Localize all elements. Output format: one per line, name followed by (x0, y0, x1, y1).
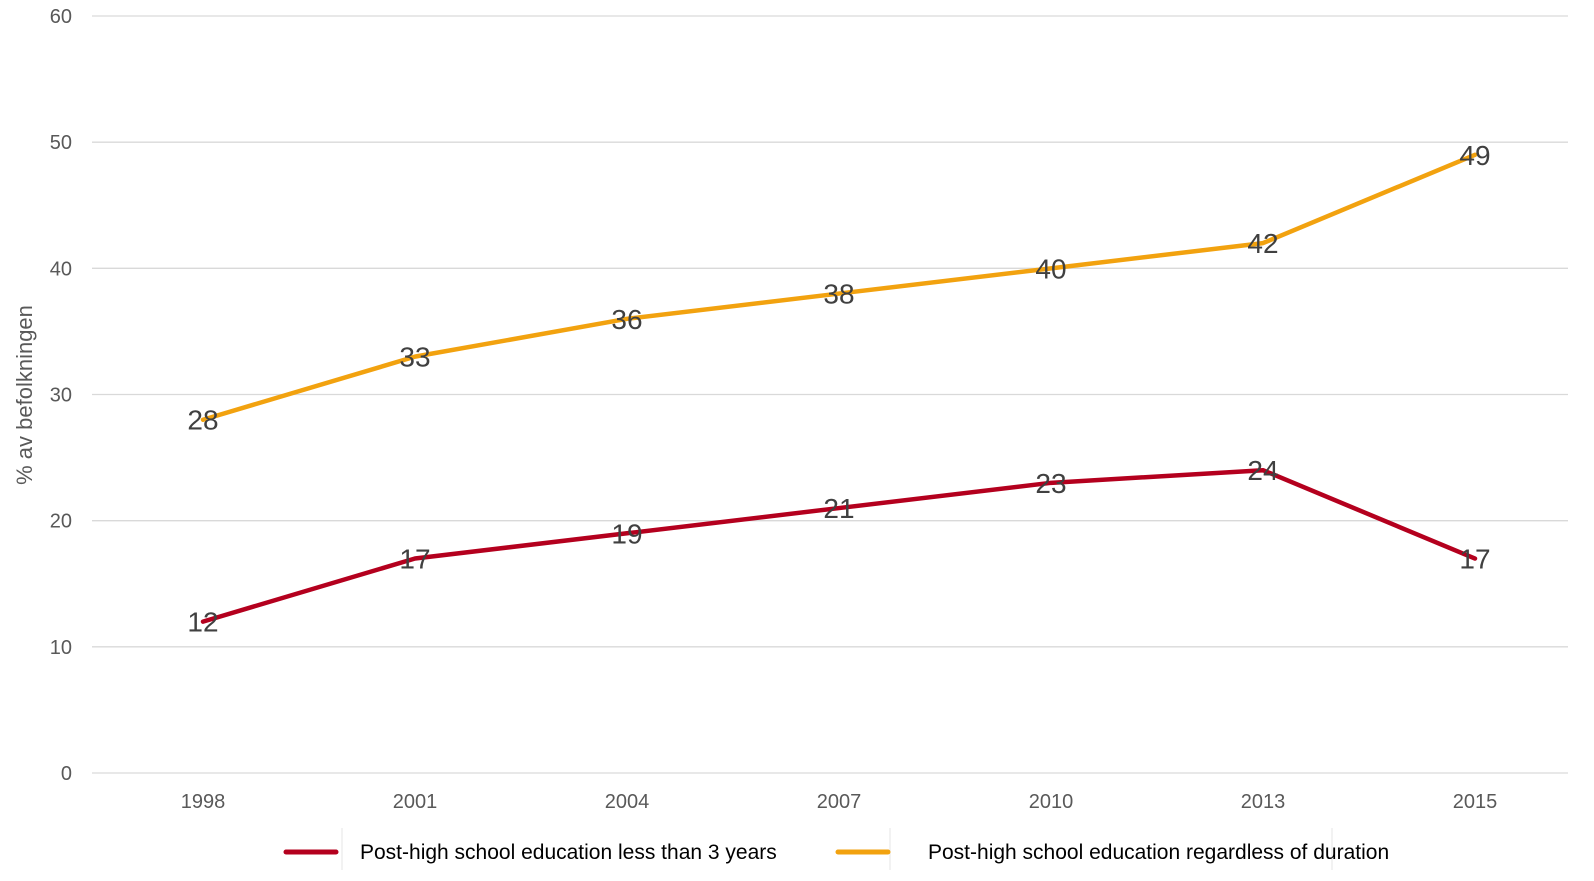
y-tick-label: 60 (50, 6, 72, 28)
data-label: 40 (1035, 253, 1066, 284)
data-label: 12 (187, 607, 218, 638)
y-tick-label: 0 (61, 763, 72, 785)
y-tick-label: 20 (50, 511, 72, 533)
series-lines (200, 152, 1478, 624)
data-label: 17 (1459, 544, 1490, 575)
y-tick-label: 40 (50, 258, 72, 280)
data-label: 33 (399, 342, 430, 373)
x-tick-label: 2004 (605, 791, 650, 813)
y-tick-label: 50 (50, 132, 72, 154)
data-label: 36 (611, 304, 642, 335)
y-tick-label: 30 (50, 385, 72, 407)
x-tick-label: 2001 (393, 791, 438, 813)
x-tick-label: 1998 (181, 791, 226, 813)
x-tick-label: 2015 (1453, 791, 1498, 813)
x-tick-label: 2007 (817, 791, 862, 813)
y-axis-title: % av befolkningen (12, 305, 37, 485)
series-line-1 (200, 467, 1478, 624)
legend-label-2: Post-high school education regardless of… (928, 841, 1389, 864)
data-labels: 12 17 19 21 23 24 17 28 33 36 38 40 42 49 (187, 140, 1490, 638)
legend-label-1: Post-high school education less than 3 y… (360, 841, 777, 864)
data-label: 21 (823, 493, 854, 524)
y-axis-ticks: 0 10 20 30 40 50 60 (50, 6, 72, 785)
legend: Post-high school education less than 3 y… (283, 828, 1389, 870)
data-label: 19 (611, 518, 642, 549)
data-label: 42 (1247, 228, 1278, 259)
data-label: 28 (187, 405, 218, 436)
x-tick-label: 2010 (1029, 791, 1074, 813)
x-axis-ticks: 1998 2001 2004 2007 2010 2013 2015 (181, 791, 1498, 813)
data-label: 24 (1247, 455, 1278, 486)
x-tick-label: 2013 (1241, 791, 1286, 813)
y-tick-label: 10 (50, 637, 72, 659)
data-label: 17 (399, 544, 430, 575)
series-line-2 (200, 152, 1478, 422)
data-label: 49 (1459, 140, 1490, 171)
data-label: 23 (1035, 468, 1066, 499)
gridlines (92, 15, 1568, 774)
data-label: 38 (823, 279, 854, 310)
